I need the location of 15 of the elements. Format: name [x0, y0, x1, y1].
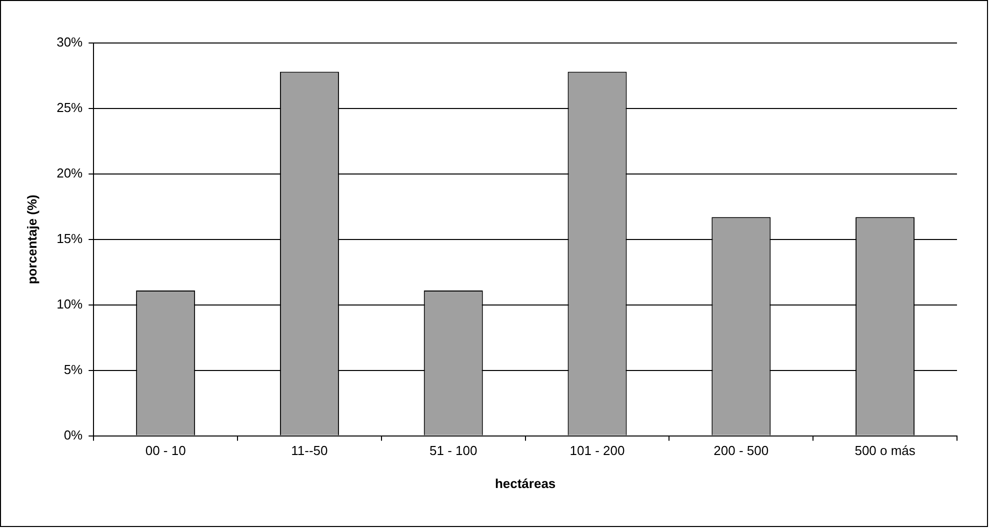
y-axis-title: porcentaje (%) [24, 194, 40, 284]
x-tick-label: 51 - 100 [430, 443, 478, 458]
x-tick-label: 101 - 200 [570, 443, 625, 458]
y-tick-label: 25% [56, 100, 84, 116]
y-tick-label: 30% [56, 34, 84, 50]
x-axis-title: hectáreas [494, 476, 556, 491]
y-tick-label: 20% [56, 166, 84, 181]
x-tick-label: 11--50 [291, 443, 328, 458]
y-tick-label: 10% [56, 296, 84, 312]
x-tick-label: 500 o más [854, 443, 916, 458]
y-tick-label: 5% [64, 362, 84, 377]
y-tick-label: 15% [56, 230, 84, 246]
y-tick-label: 0% [64, 427, 84, 442]
x-tick-label: 200 - 500 [714, 443, 769, 458]
x-tick-label: 00 - 10 [145, 443, 186, 458]
